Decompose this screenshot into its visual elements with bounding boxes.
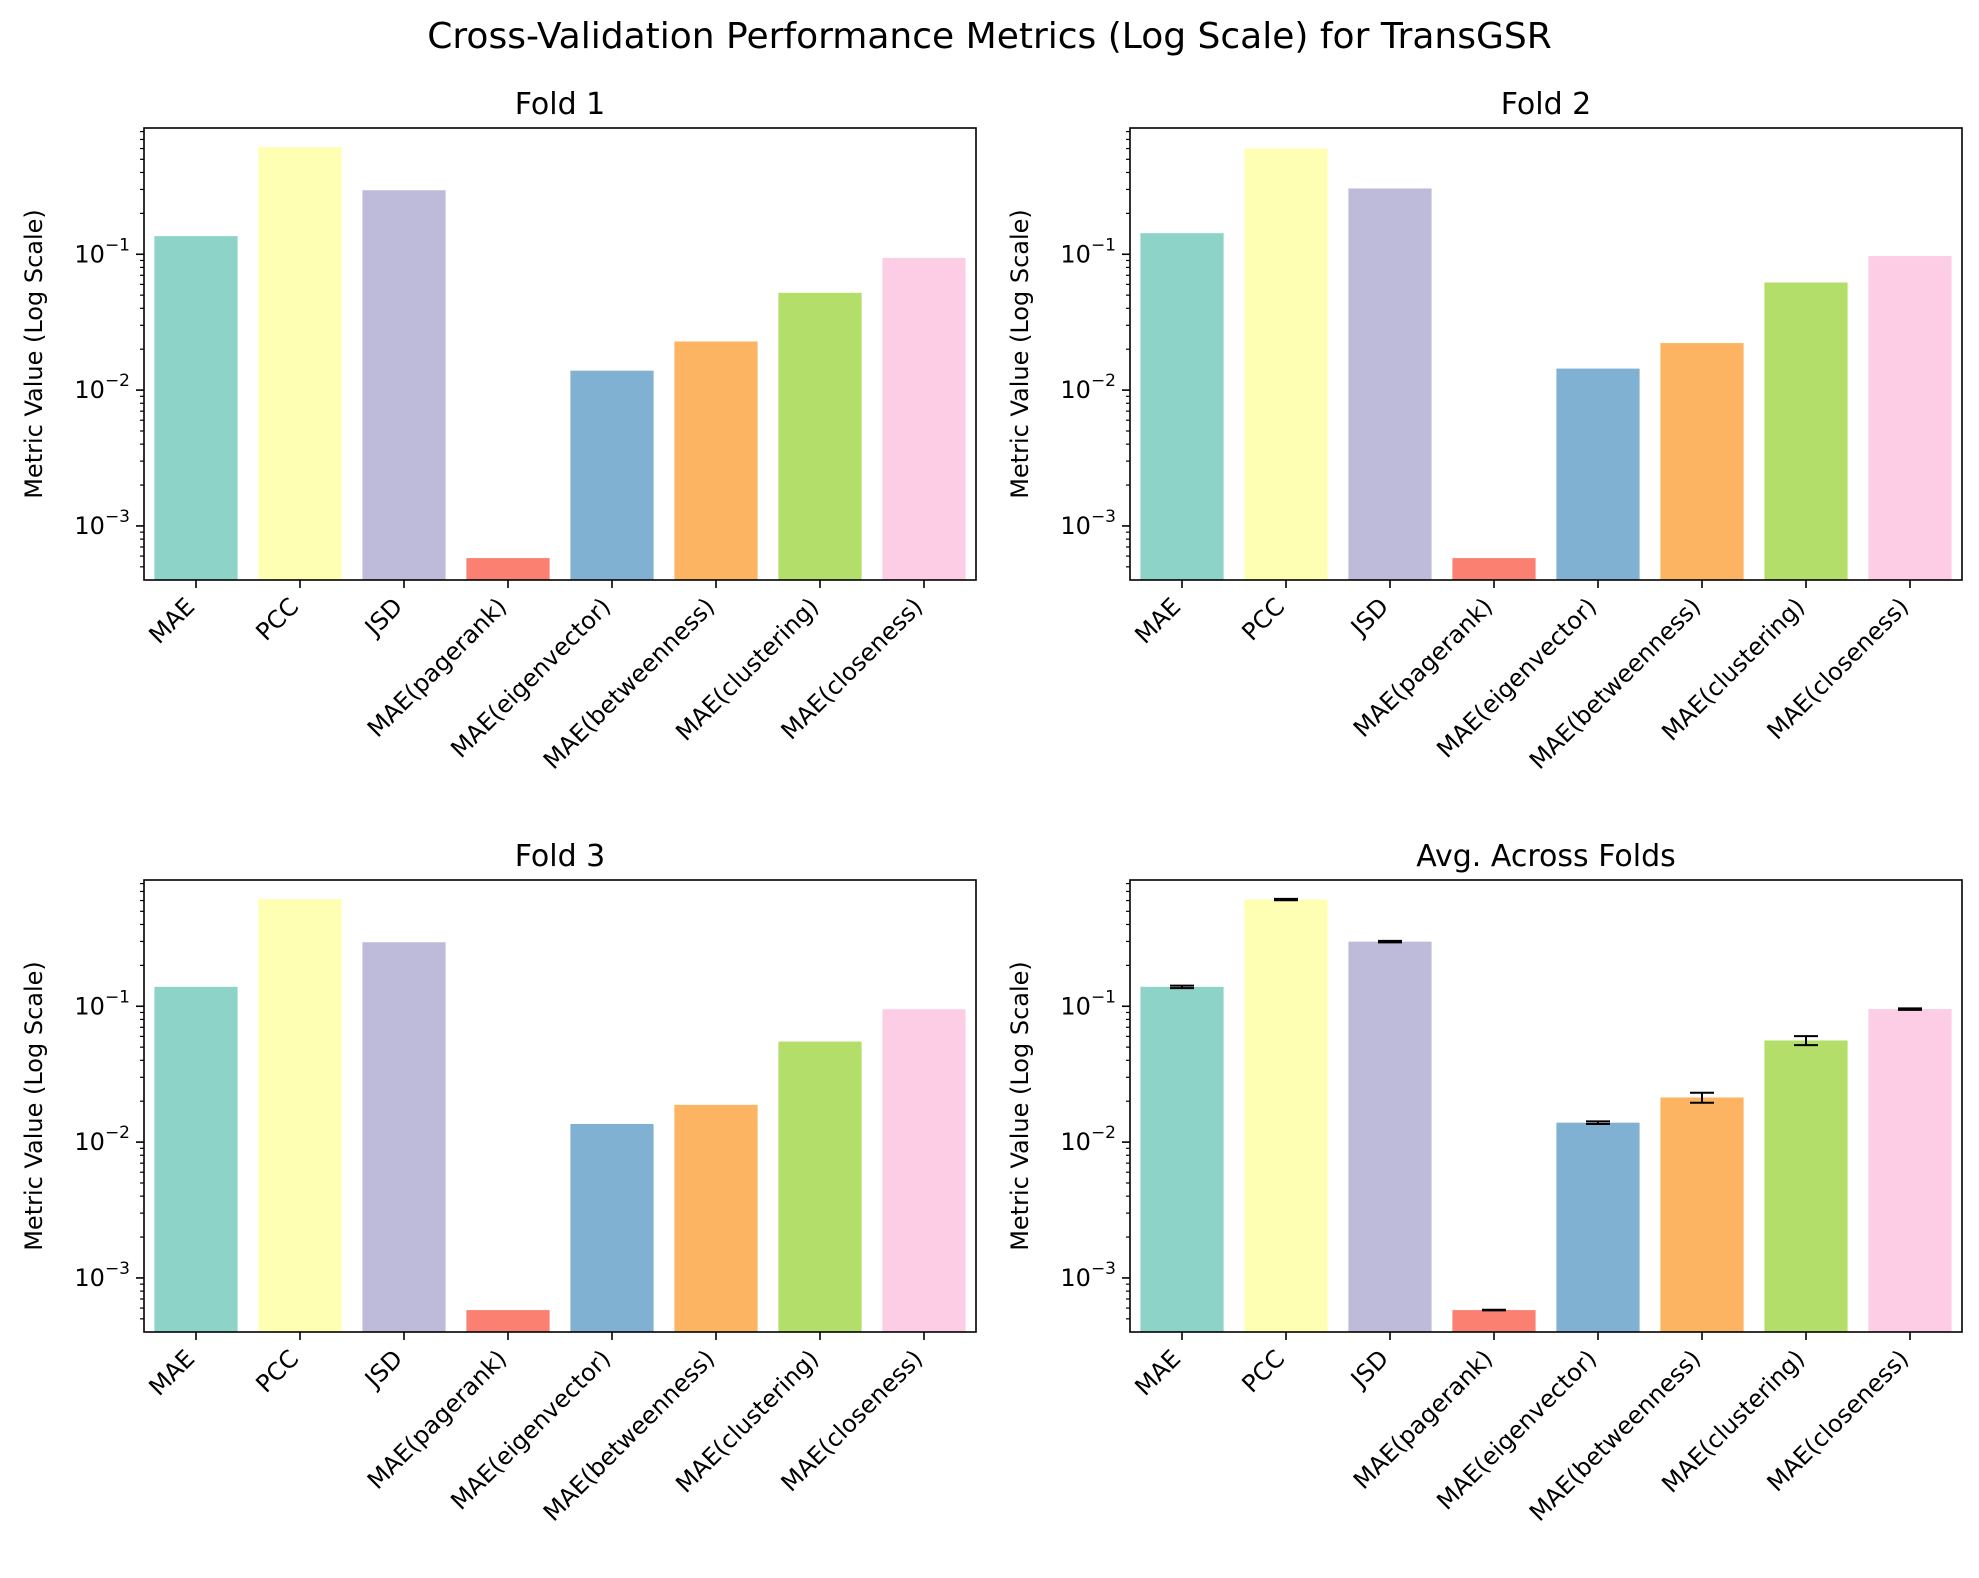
y-tick-label: 10−3 bbox=[1060, 507, 1116, 540]
axes-frame bbox=[143, 879, 977, 1333]
y-tick-label: 10−1 bbox=[74, 235, 130, 268]
bar bbox=[1868, 1009, 1952, 1332]
bar bbox=[882, 1009, 966, 1332]
y-tick-label: 10−1 bbox=[1060, 987, 1116, 1020]
error-bar bbox=[1690, 1091, 1714, 1104]
error-bar bbox=[1898, 1007, 1922, 1011]
bar bbox=[570, 370, 654, 580]
y-tick-label: 10−2 bbox=[74, 1123, 130, 1156]
bar bbox=[882, 257, 966, 580]
y-minor-ticks bbox=[1126, 882, 1130, 1320]
subplot-title: Fold 2 bbox=[1501, 87, 1592, 122]
y-minor-ticks bbox=[140, 882, 144, 1320]
y-tick-label: 10−1 bbox=[74, 987, 130, 1020]
bar bbox=[1140, 233, 1224, 580]
axes-frame bbox=[1129, 127, 1963, 581]
bar bbox=[1452, 1310, 1536, 1332]
bar bbox=[674, 1104, 758, 1332]
bar bbox=[1660, 343, 1744, 580]
bar bbox=[466, 558, 550, 580]
bar bbox=[258, 147, 342, 580]
y-minor-ticks bbox=[140, 130, 144, 568]
bar bbox=[362, 190, 446, 581]
y-tick-label: 10−1 bbox=[1060, 235, 1116, 268]
bar bbox=[1556, 1122, 1640, 1332]
axes-frame bbox=[143, 127, 977, 581]
error-bar bbox=[1482, 1308, 1506, 1312]
y-tick-label: 10−2 bbox=[74, 371, 130, 404]
y-tick-label: 10−3 bbox=[74, 507, 130, 540]
bar bbox=[570, 1123, 654, 1332]
bar bbox=[154, 236, 238, 580]
bar bbox=[1868, 256, 1952, 580]
bar bbox=[1764, 1040, 1848, 1332]
y-axis-label: Metric Value (Log Scale) bbox=[1006, 209, 1034, 499]
bar bbox=[1244, 148, 1328, 581]
error-bar bbox=[1378, 939, 1402, 944]
bar bbox=[1348, 188, 1432, 580]
y-axis-label: Metric Value (Log Scale) bbox=[20, 209, 48, 499]
y-tick-label: 10−2 bbox=[1060, 1123, 1116, 1156]
y-axis-label: Metric Value (Log Scale) bbox=[20, 961, 48, 1251]
bar bbox=[258, 899, 342, 1332]
bar bbox=[778, 292, 862, 580]
y-axis-label: Metric Value (Log Scale) bbox=[1006, 961, 1034, 1251]
error-bar bbox=[1586, 1120, 1610, 1125]
error-bar bbox=[1274, 897, 1298, 902]
bar bbox=[1660, 1097, 1744, 1332]
bar bbox=[1556, 368, 1640, 580]
y-tick-label: 10−3 bbox=[74, 1259, 130, 1292]
bar bbox=[1452, 558, 1536, 580]
error-bar bbox=[1170, 984, 1194, 990]
bar bbox=[466, 1310, 550, 1332]
bar bbox=[1140, 986, 1224, 1332]
subplot-title: Avg. Across Folds bbox=[1416, 839, 1676, 874]
bar bbox=[778, 1041, 862, 1332]
subplot-title: Fold 1 bbox=[515, 87, 606, 122]
error-bar bbox=[1794, 1035, 1818, 1047]
bar bbox=[1764, 282, 1848, 580]
bar bbox=[674, 341, 758, 580]
y-tick-label: 10−3 bbox=[1060, 1259, 1116, 1292]
axes-frame bbox=[1129, 879, 1963, 1333]
figure-title: Cross-Validation Performance Metrics (Lo… bbox=[427, 16, 1551, 57]
y-tick-label: 10−2 bbox=[1060, 371, 1116, 404]
bar bbox=[1348, 941, 1432, 1332]
bar bbox=[1244, 899, 1328, 1332]
bar bbox=[362, 942, 446, 1332]
bar bbox=[154, 986, 238, 1332]
subplot-title: Fold 3 bbox=[515, 839, 606, 874]
y-minor-ticks bbox=[1126, 130, 1130, 568]
